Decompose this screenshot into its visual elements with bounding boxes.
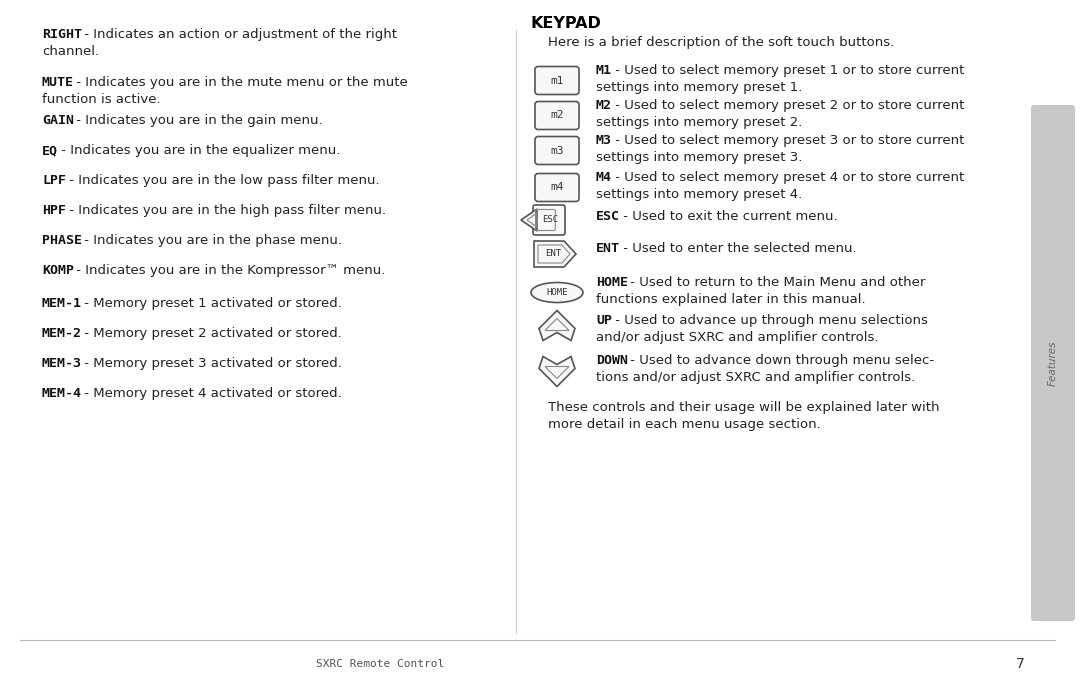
Text: - Used to select memory preset 3 or to store current: - Used to select memory preset 3 or to s… [611, 134, 964, 147]
FancyBboxPatch shape [535, 101, 579, 130]
Text: ENT: ENT [545, 249, 562, 258]
Text: - Memory preset 4 activated or stored.: - Memory preset 4 activated or stored. [80, 387, 341, 400]
Text: m4: m4 [550, 182, 564, 193]
Polygon shape [521, 209, 537, 231]
Text: functions explained later in this manual.: functions explained later in this manual… [596, 293, 866, 306]
Text: settings into memory preset 1.: settings into memory preset 1. [596, 81, 802, 94]
Text: m3: m3 [550, 145, 564, 156]
Text: settings into memory preset 3.: settings into memory preset 3. [596, 151, 802, 164]
Text: channel.: channel. [42, 45, 99, 58]
Text: HOME: HOME [596, 276, 627, 289]
Text: - Indicates you are in the mute menu or the mute: - Indicates you are in the mute menu or … [72, 76, 408, 89]
Text: MEM-3: MEM-3 [42, 357, 82, 370]
Text: Features: Features [1048, 340, 1058, 386]
Text: - Used to select memory preset 4 or to store current: - Used to select memory preset 4 or to s… [611, 171, 964, 184]
Ellipse shape [531, 283, 583, 302]
Text: GAIN: GAIN [42, 114, 75, 127]
FancyBboxPatch shape [535, 137, 579, 165]
Text: - Used to advance up through menu selections: - Used to advance up through menu select… [611, 314, 928, 327]
Text: - Used to enter the selected menu.: - Used to enter the selected menu. [619, 242, 856, 255]
Text: M3: M3 [596, 134, 612, 147]
FancyBboxPatch shape [1031, 105, 1075, 621]
Text: UP: UP [596, 314, 612, 327]
Text: - Memory preset 1 activated or stored.: - Memory preset 1 activated or stored. [80, 297, 342, 310]
Text: m2: m2 [550, 110, 564, 121]
Text: 7: 7 [1015, 657, 1024, 671]
Text: EQ: EQ [42, 144, 58, 157]
Text: - Used to exit the current menu.: - Used to exit the current menu. [619, 210, 837, 223]
FancyBboxPatch shape [534, 205, 565, 235]
Text: and/or adjust SXRC and amplifier controls.: and/or adjust SXRC and amplifier control… [596, 331, 878, 344]
Text: - Indicates you are in the high pass filter menu.: - Indicates you are in the high pass fil… [65, 204, 386, 217]
Text: ESC: ESC [596, 210, 620, 223]
Text: M1: M1 [596, 64, 612, 77]
Text: - Indicates you are in the gain menu.: - Indicates you are in the gain menu. [72, 114, 323, 127]
FancyBboxPatch shape [535, 174, 579, 202]
Text: HOME: HOME [546, 288, 568, 297]
Text: M4: M4 [596, 171, 612, 184]
Text: HPF: HPF [42, 204, 66, 217]
Polygon shape [539, 357, 575, 387]
Text: settings into memory preset 2.: settings into memory preset 2. [596, 116, 802, 129]
Text: ESC: ESC [542, 216, 558, 225]
Text: - Indicates you are in the low pass filter menu.: - Indicates you are in the low pass filt… [65, 174, 379, 187]
Text: settings into memory preset 4.: settings into memory preset 4. [596, 188, 802, 201]
Text: ENT: ENT [596, 242, 620, 255]
Text: - Memory preset 3 activated or stored.: - Memory preset 3 activated or stored. [80, 357, 342, 370]
Text: - Memory preset 2 activated or stored.: - Memory preset 2 activated or stored. [80, 327, 342, 340]
Text: SXRC Remote Control: SXRC Remote Control [315, 659, 444, 669]
Text: - Indicates you are in the equalizer menu.: - Indicates you are in the equalizer men… [57, 144, 340, 157]
Text: - Used to select memory preset 2 or to store current: - Used to select memory preset 2 or to s… [611, 99, 964, 112]
Text: RIGHT: RIGHT [42, 28, 82, 41]
Text: DOWN: DOWN [596, 354, 627, 367]
Text: MUTE: MUTE [42, 76, 75, 89]
Text: - Indicates you are in the phase menu.: - Indicates you are in the phase menu. [80, 234, 342, 247]
Text: - Indicates an action or adjustment of the right: - Indicates an action or adjustment of t… [80, 28, 397, 41]
Text: - Used to return to the Main Menu and other: - Used to return to the Main Menu and ot… [626, 276, 926, 289]
Text: LPF: LPF [42, 174, 66, 187]
Text: tions and/or adjust SXRC and amplifier controls.: tions and/or adjust SXRC and amplifier c… [596, 371, 915, 384]
Text: M2: M2 [596, 99, 612, 112]
Text: - Indicates you are in the Kompressor™ menu.: - Indicates you are in the Kompressor™ m… [72, 264, 386, 277]
Text: KEYPAD: KEYPAD [530, 16, 600, 31]
Text: These controls and their usage will be explained later with: These controls and their usage will be e… [548, 401, 940, 414]
Text: - Used to select memory preset 1 or to store current: - Used to select memory preset 1 or to s… [611, 64, 964, 77]
Text: MEM-1: MEM-1 [42, 297, 82, 310]
FancyBboxPatch shape [535, 66, 579, 94]
Text: function is active.: function is active. [42, 93, 161, 106]
Polygon shape [539, 311, 575, 341]
Text: - Used to advance down through menu selec-: - Used to advance down through menu sele… [626, 354, 934, 367]
Text: KOMP: KOMP [42, 264, 75, 277]
Text: m1: m1 [550, 75, 564, 85]
Text: PHASE: PHASE [42, 234, 82, 247]
Text: more detail in each menu usage section.: more detail in each menu usage section. [548, 418, 821, 431]
Text: MEM-4: MEM-4 [42, 387, 82, 400]
Text: Here is a brief description of the soft touch buttons.: Here is a brief description of the soft … [548, 36, 894, 49]
Polygon shape [534, 241, 576, 267]
Text: MEM-2: MEM-2 [42, 327, 82, 340]
